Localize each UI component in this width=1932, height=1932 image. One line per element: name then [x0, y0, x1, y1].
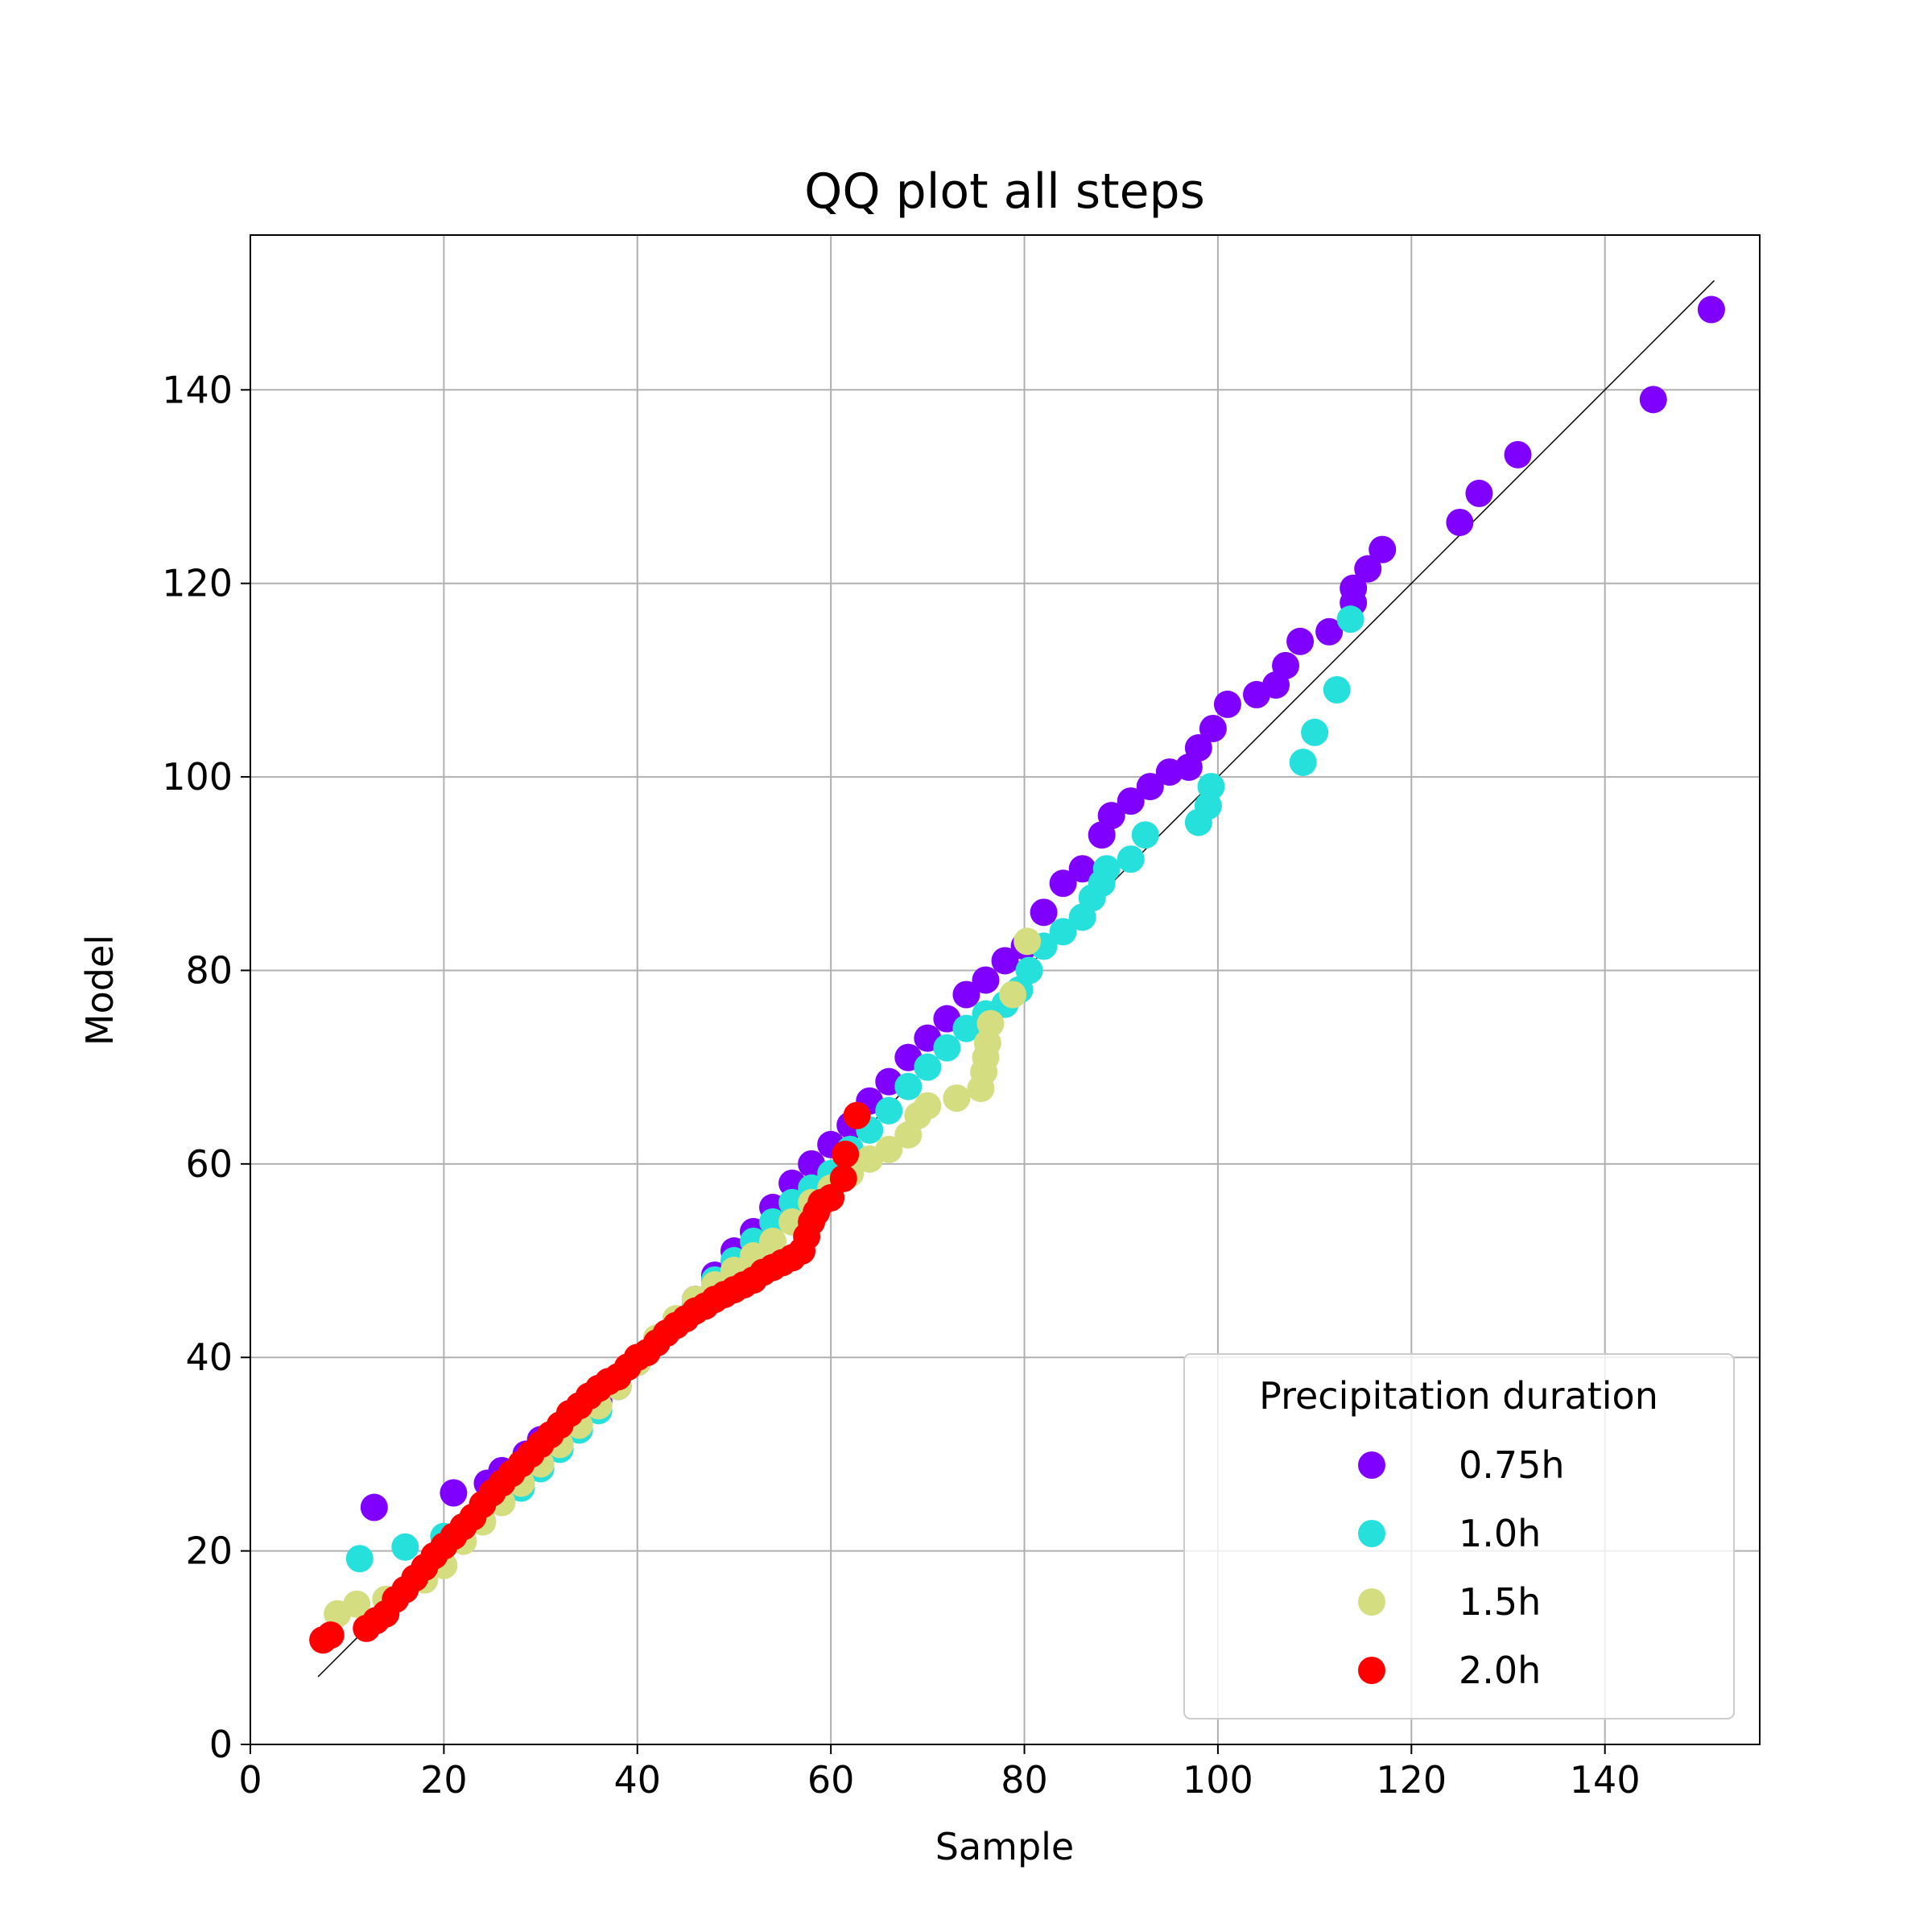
data-point	[972, 966, 1000, 994]
data-point	[914, 1053, 942, 1081]
y-tick-label: 120	[162, 562, 233, 605]
data-point	[1354, 555, 1382, 583]
data-point	[832, 1140, 860, 1168]
data-point	[829, 1164, 857, 1192]
data-point	[933, 1034, 961, 1062]
legend: Precipitation duration 0.75h 1.0h 1.5h 2.0h	[1183, 1353, 1735, 1719]
x-axis-label: Sample	[935, 1825, 1074, 1868]
legend-label: 0.75h	[1459, 1443, 1565, 1487]
data-point	[943, 1084, 971, 1113]
data-point	[1199, 714, 1227, 742]
y-tick-label: 0	[209, 1723, 233, 1766]
data-point	[1446, 508, 1474, 536]
data-point	[1504, 440, 1532, 469]
legend-label: 1.0h	[1459, 1512, 1541, 1555]
data-point	[1030, 898, 1058, 927]
data-point	[1213, 690, 1241, 718]
x-tick-label: 100	[1183, 1758, 1253, 1802]
y-tick-label: 60	[185, 1142, 233, 1186]
legend-label: 1.5h	[1459, 1580, 1541, 1624]
legend-marker	[1358, 1520, 1385, 1547]
data-point	[1049, 918, 1077, 946]
x-tick-label: 120	[1376, 1758, 1447, 1802]
data-point	[1340, 574, 1368, 602]
data-point	[1015, 956, 1043, 985]
legend-marker	[1358, 1588, 1385, 1616]
series-2.0h	[309, 1101, 871, 1654]
data-point	[759, 1228, 787, 1255]
data-point	[778, 1188, 807, 1216]
data-point	[843, 1101, 871, 1129]
data-point	[1068, 855, 1096, 883]
data-point	[1117, 787, 1145, 815]
data-point	[1465, 479, 1493, 507]
data-point	[1301, 718, 1329, 746]
legend-marker	[1358, 1451, 1385, 1479]
y-tick-label: 140	[162, 368, 233, 411]
x-tick-label: 40	[613, 1758, 661, 1802]
data-point	[1131, 821, 1159, 849]
x-tick-label: 0	[238, 1758, 262, 1802]
x-tick-label: 140	[1570, 1758, 1641, 1802]
data-point	[1697, 295, 1725, 324]
data-point	[316, 1621, 345, 1649]
data-point	[1336, 605, 1364, 634]
data-point	[875, 1096, 903, 1125]
y-tick-label: 40	[185, 1335, 233, 1379]
data-point	[1289, 749, 1317, 777]
x-tick-label: 80	[1001, 1758, 1048, 1802]
x-tick-label: 60	[807, 1758, 855, 1802]
data-point	[817, 1183, 845, 1212]
y-axis-label: Model	[78, 935, 122, 1046]
data-point	[1117, 845, 1145, 873]
y-tick-label: 20	[185, 1530, 233, 1573]
data-point	[759, 1208, 787, 1236]
ticks: 0 20 40 60 80 100 120 140 0 20 40 60 80 100 120 140	[162, 368, 1640, 1802]
y-tick-label: 100	[162, 755, 233, 799]
data-point	[952, 1014, 980, 1042]
plot-frame	[250, 234, 1761, 1745]
data-point	[976, 1009, 1005, 1038]
points	[309, 295, 1725, 1654]
legend-title: Precipitation duration	[1259, 1374, 1658, 1418]
data-point	[440, 1479, 468, 1507]
data-point	[1049, 869, 1077, 898]
data-point	[1639, 386, 1667, 414]
data-point	[1272, 651, 1300, 679]
data-point	[360, 1493, 388, 1521]
data-point	[1184, 734, 1212, 762]
data-point	[1136, 773, 1164, 801]
legend-box	[1183, 1353, 1735, 1719]
data-point	[875, 1135, 903, 1163]
data-point	[345, 1545, 374, 1573]
chart-title: QQ plot all steps	[804, 163, 1205, 220]
data-point	[1315, 617, 1344, 646]
data-point	[1097, 802, 1125, 830]
data-point	[894, 1072, 923, 1100]
y-tick-label: 80	[185, 948, 233, 992]
data-point	[1013, 927, 1042, 956]
data-point	[343, 1590, 371, 1618]
data-point	[1092, 855, 1121, 883]
legend-marker	[1358, 1657, 1385, 1684]
x-tick-label: 20	[420, 1758, 468, 1802]
data-point	[999, 980, 1027, 1009]
legend-label: 2.0h	[1459, 1649, 1541, 1692]
data-point	[1197, 773, 1225, 801]
data-point	[914, 1092, 942, 1120]
data-point	[1368, 535, 1397, 564]
data-point	[1286, 627, 1315, 655]
data-point	[391, 1533, 419, 1561]
data-point	[952, 980, 980, 1009]
data-point	[991, 947, 1019, 975]
data-point	[1323, 675, 1351, 704]
